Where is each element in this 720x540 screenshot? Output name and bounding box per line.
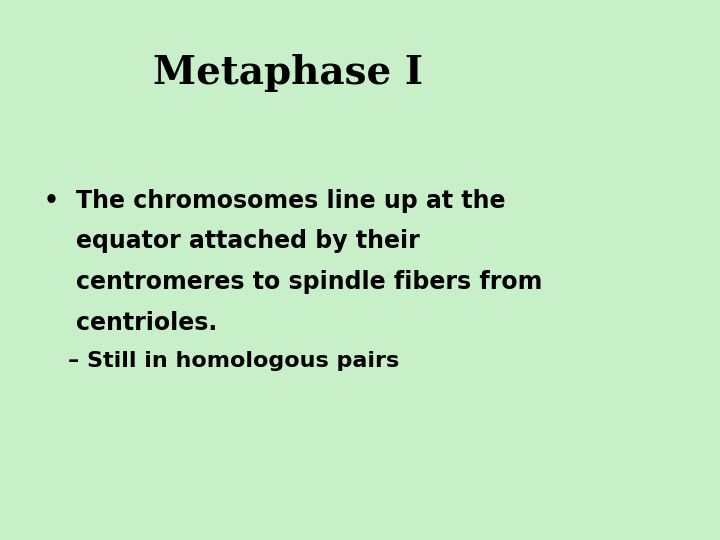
Text: centrioles.: centrioles.	[76, 310, 217, 334]
Text: Metaphase I: Metaphase I	[153, 54, 423, 92]
Text: •: •	[43, 189, 58, 213]
Text: The chromosomes line up at the: The chromosomes line up at the	[76, 189, 505, 213]
Text: – Still in homologous pairs: – Still in homologous pairs	[68, 351, 400, 371]
Text: centromeres to spindle fibers from: centromeres to spindle fibers from	[76, 270, 542, 294]
Text: equator attached by their: equator attached by their	[76, 230, 419, 253]
